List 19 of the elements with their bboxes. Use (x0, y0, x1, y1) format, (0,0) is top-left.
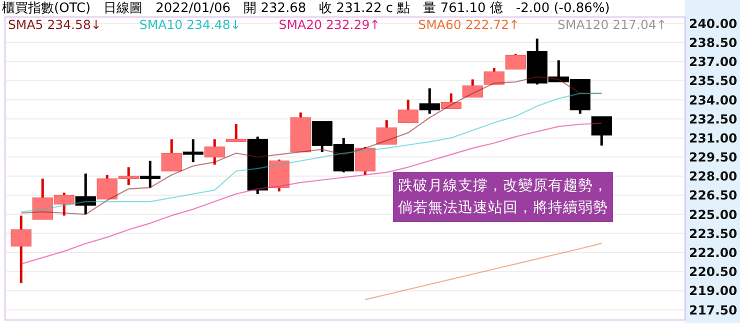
ytick: 234.00 (689, 92, 738, 108)
ytick: 222.00 (689, 245, 738, 260)
ytick: 219.00 (689, 283, 738, 298)
ytick: 237.00 (689, 54, 738, 70)
title: 櫃買指數(OTC) 日線圖 2022/01/06 開 232.68 收 231.22 c 點 量 761.10 億 -2.00 (-0.86%) (2, 1, 610, 16)
ytick: 229.50 (689, 150, 738, 165)
ytick: 226.50 (689, 188, 738, 203)
ytick: 228.00 (689, 168, 738, 184)
ytick: 217.50 (689, 302, 738, 318)
ytick: 231.00 (689, 130, 738, 146)
ytick: 240.00 (689, 16, 738, 31)
ytick: 220.50 (689, 264, 738, 280)
ytick: 225.00 (689, 206, 738, 222)
ytick: 235.50 (689, 73, 738, 88)
annotation: 倘若無法迅速站回，將持續弱勢 (398, 200, 608, 216)
annotation: 跌破月線支撐，改變原有趨勢， (398, 178, 608, 194)
ytick: 238.50 (689, 34, 738, 50)
ytick: 232.50 (689, 111, 738, 126)
ytick: 223.50 (689, 226, 738, 241)
